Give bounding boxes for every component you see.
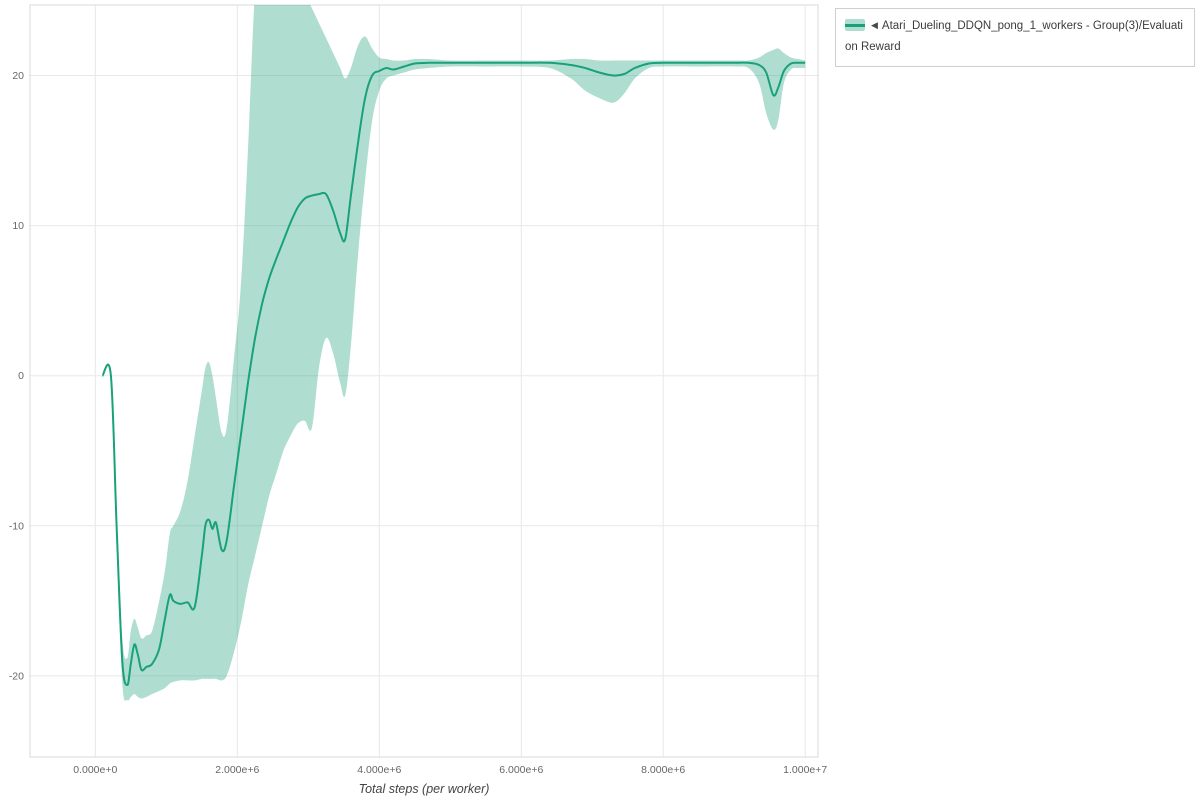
y-tick-label: 20 — [12, 70, 24, 82]
x-tick-label: 8.000e+6 — [641, 764, 685, 776]
x-axis-title: Total steps (per worker) — [359, 782, 490, 796]
series-swatch-icon — [845, 19, 865, 31]
y-tick-label: 10 — [12, 220, 24, 232]
y-tick-label: 0 — [18, 370, 24, 382]
legend: ◀ Atari_Dueling_DDQN_pong_1_workers - Gro… — [835, 8, 1195, 67]
x-tick-label: 2.000e+6 — [215, 764, 259, 776]
x-tick-label: 4.000e+6 — [357, 764, 401, 776]
legend-item[interactable]: ◀ Atari_Dueling_DDQN_pong_1_workers - Gro… — [845, 19, 1183, 54]
x-tick-label: 1.000e+7 — [783, 764, 827, 776]
series-line-icon — [845, 24, 865, 27]
plot-border — [29, 4, 819, 758]
collapse-legend-icon[interactable]: ◀ — [871, 20, 878, 30]
mean-line — [101, 61, 806, 687]
x-tick-label: 6.000e+6 — [499, 764, 543, 776]
confidence-band — [102, 5, 806, 701]
grid-lines — [30, 5, 818, 757]
y-tick-label: -20 — [9, 670, 24, 682]
y-tick-label: -10 — [9, 520, 24, 532]
series-label: Atari_Dueling_DDQN_pong_1_workers - Grou… — [845, 20, 1183, 54]
x-tick-label: 0.000e+0 — [73, 764, 117, 776]
